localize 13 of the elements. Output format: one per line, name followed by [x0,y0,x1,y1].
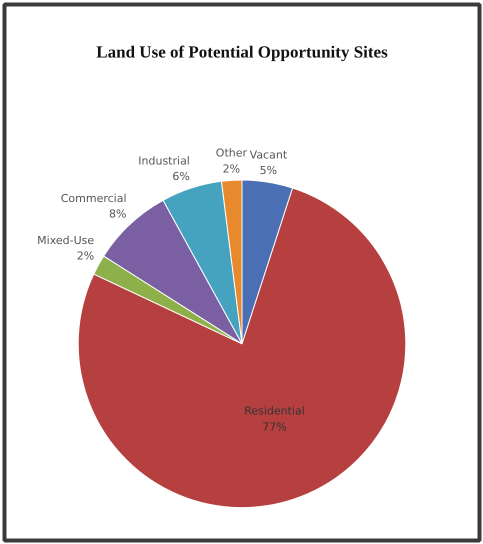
slice-label: Industrial [138,154,190,168]
data-label: 2% [76,249,94,262]
data-label: 5% [260,164,278,178]
slice-label: Mixed-Use [37,234,94,247]
data-label: 6% [172,170,190,184]
data-label: 8% [109,208,127,221]
slice-label: Commercial [60,192,127,206]
chart-title: Land Use of Potential Opportunity Sites [96,42,388,62]
data-label: 2% [222,162,240,176]
data-label: 77% [262,420,287,434]
slice-label: Other [216,146,248,160]
slice-label: Residential [244,404,305,418]
slice-label: Vacant [250,148,288,162]
